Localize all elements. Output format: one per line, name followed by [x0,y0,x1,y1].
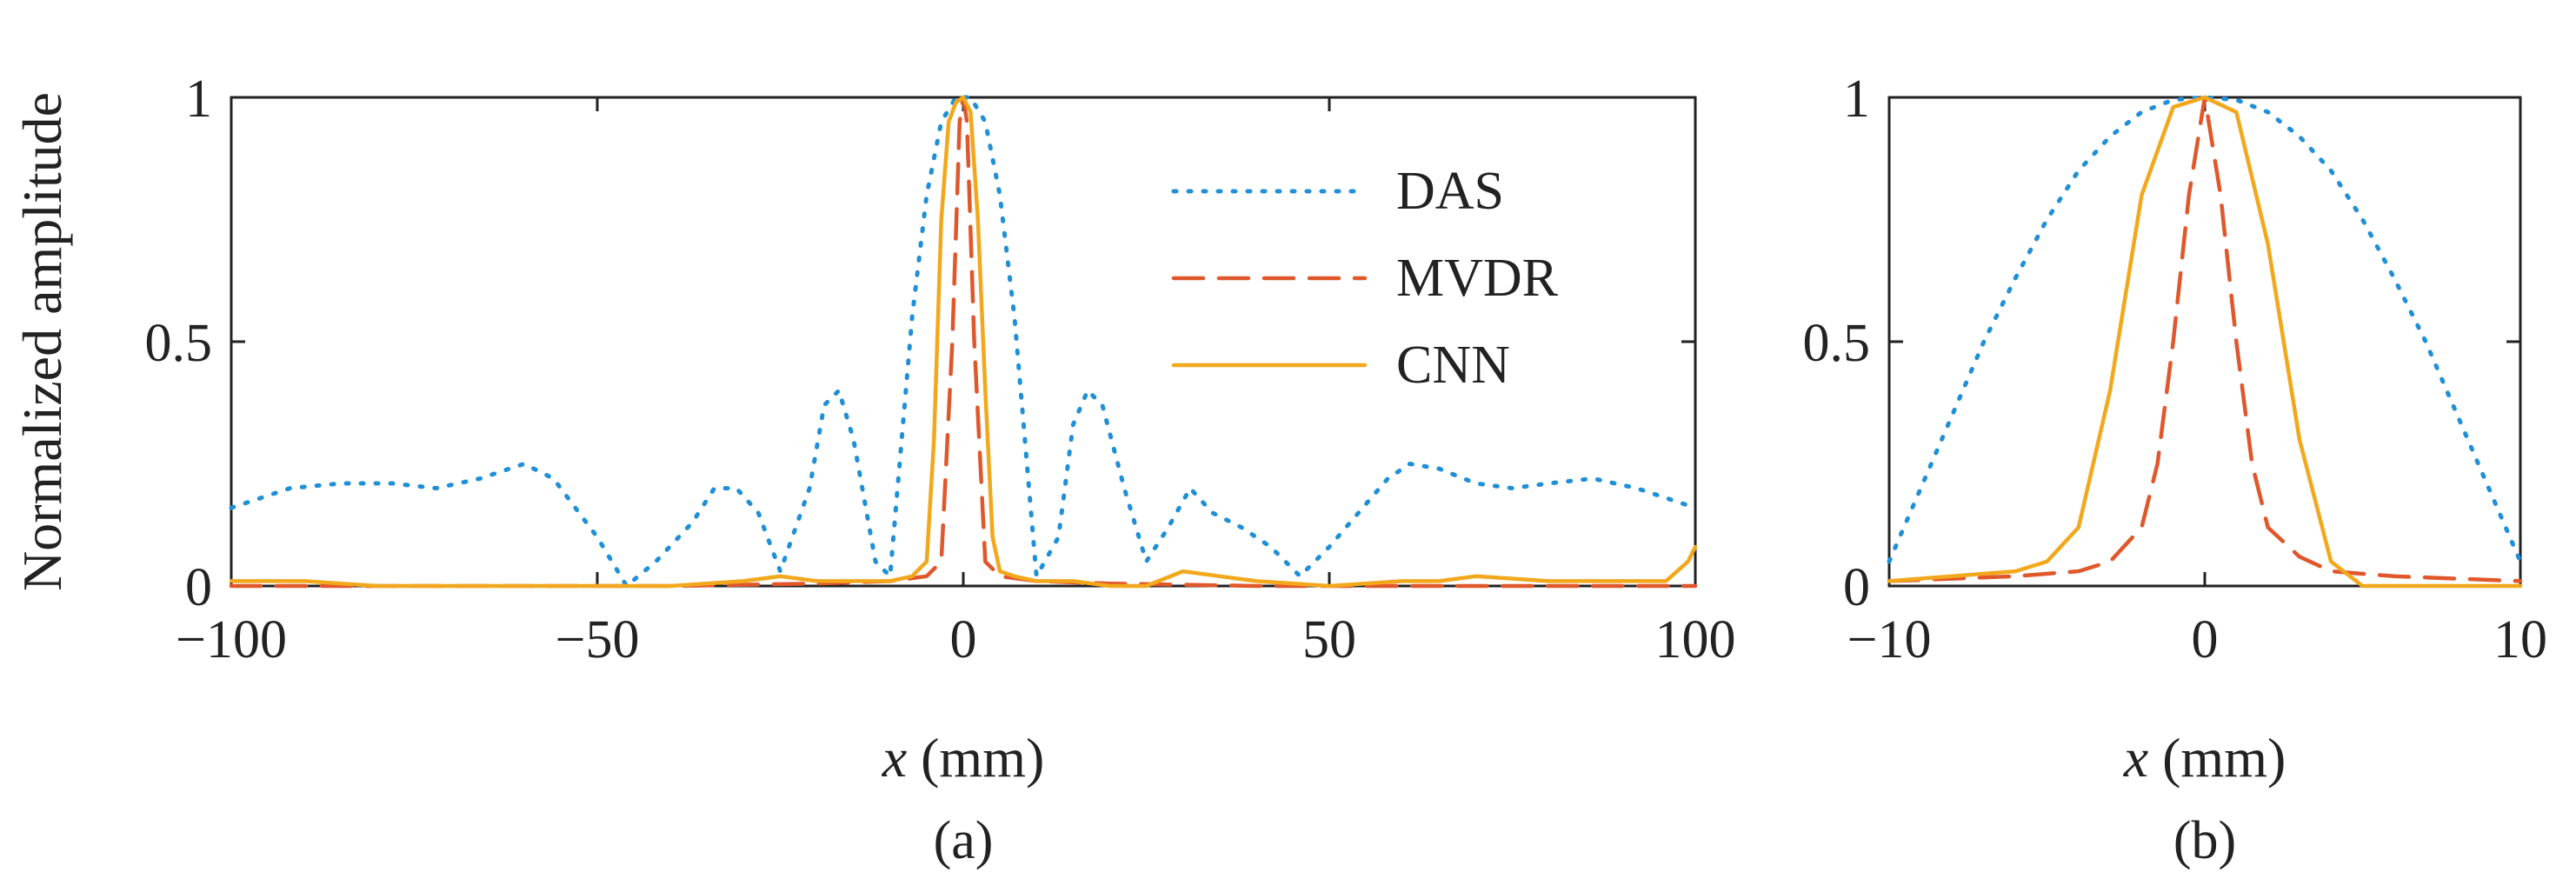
panel-b-xtick-label: −10 [1847,610,1932,669]
panel-a-ytick-label: 0.5 [145,314,213,373]
panel-a-xtick-label: 0 [950,610,977,669]
panel-a-ticks: −100 −50 0 50 100 0 0.5 1 [145,70,1736,669]
panel-b-series-cnn [1887,95,2523,589]
panel-a-ylabel: Normalized amplitude [11,92,73,591]
panel-a-xtick-label: −100 [176,610,287,669]
legend-label-mvdr: MVDR [1396,249,1559,308]
panel-a-xtick-label: 100 [1655,610,1736,669]
panel-a-ytick-label: 1 [185,70,212,129]
panel-a-xlabel-unit: (mm) [907,727,1044,789]
legend-label-das: DAS [1396,162,1504,221]
panel-b-ytick-label: 0.5 [1803,314,1871,373]
panel-a-xlabel: x (mm) [882,727,1045,789]
panel-a-xtick-label: −50 [556,610,640,669]
panel-a-series-cnn [229,95,1698,589]
panel-a-ytick-label: 0 [185,558,212,617]
panel-a-series-mvdr [229,95,1698,589]
legend-label-cnn: CNN [1396,336,1510,395]
panel-b-ytick-label: 0 [1843,558,1870,617]
panel-a: −100 −50 0 50 100 0 0.5 1 DAS MVDR CNN Normalized… [11,70,1736,870]
panel-a-xtick-label: 50 [1302,610,1356,669]
panel-b-xtick-label: 10 [2493,610,2547,669]
panel-b-xlabel: x (mm) [2123,727,2286,789]
panel-a-legend: DAS MVDR CNN [1171,162,1559,395]
panel-a-xlabel-var: x [882,727,907,789]
panel-a-series [229,95,1698,589]
panel-b-series [1887,95,2523,589]
panel-b-series-das [1887,95,2523,564]
panel-b-label: (b) [2173,811,2236,870]
panel-b-ytick-label: 1 [1843,70,1870,129]
panel-a-label: (a) [934,811,994,870]
panel-b-xlabel-unit: (mm) [2148,727,2286,789]
panel-b-xlabel-var: x [2123,727,2148,789]
panel-b-xtick-label: 0 [2192,610,2219,669]
